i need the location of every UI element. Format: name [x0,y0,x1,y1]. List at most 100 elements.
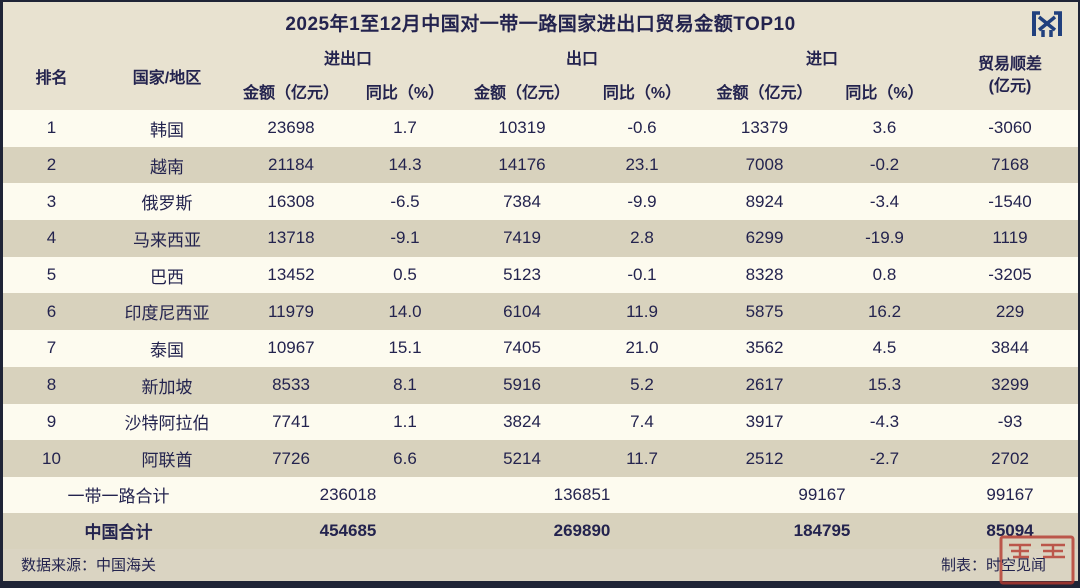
summary-import-amount: 184795 [793,520,851,540]
country-cell: 马来西亚 [133,230,201,250]
country-cell: 印度尼西亚 [124,304,210,324]
rank-cell: 4 [46,228,57,248]
table-row: 8 新加坡 8533 8.1 5916 5.2 2617 15.3 3299 [3,366,1078,404]
surplus-cell: -1540 [988,191,1032,211]
total-yoy-cell: 0.5 [393,265,417,285]
surplus-cell: -3060 [988,118,1032,138]
export-yoy-cell: 5.2 [630,375,654,395]
total-yoy-cell: 15.1 [388,338,422,358]
table-row: 6 印度尼西亚 11979 14.0 6104 11.9 5875 16.2 229 [3,293,1078,331]
summary-rows: 一带一路合计 236018 136851 99167 99167 中国合计 454685 26… [3,476,1078,549]
total-yoy-cell: 1.7 [393,118,417,138]
table-body: 1 韩国 23698 1.7 10319 -0.6 13379 3.6 -3060 2 越南 2118… [3,110,1078,477]
import-amount-cell: 13379 [740,118,789,138]
export-yoy-cell: 7.4 [630,411,654,431]
col-header-rank: 排名 [35,70,68,87]
import-yoy-cell: 0.8 [872,265,897,285]
import-amount-cell: 2512 [745,448,784,468]
export-amount-cell: 10319 [498,118,546,138]
table-row: 10 阿联酋 7726 6.6 5214 11.7 2512 -2.7 2702 [3,440,1078,477]
table-row: 1 韩国 23698 1.7 10319 -0.6 13379 3.6 -3060 [3,110,1078,147]
total-amount-cell: 21184 [267,155,314,175]
import-amount-cell: 3562 [745,338,784,358]
import-yoy-cell: 15.3 [867,375,902,395]
import-yoy-cell: -0.2 [869,155,900,175]
summary-import-amount: 99167 [798,484,846,504]
export-amount-cell: 7419 [503,228,541,248]
total-yoy-cell: 14.0 [388,301,422,321]
group-header-total: 进出口 [323,51,372,68]
rank-cell: 1 [46,118,57,138]
total-yoy-cell: 8.1 [393,375,417,395]
export-amount-cell: 5214 [503,448,541,468]
page-title: 2025年1至12月中国对一带一路国家进出口贸易金额TOP10 [285,13,796,35]
bottom-accent-bar [0,581,1080,588]
total-amount-cell: 7741 [272,411,310,431]
summary-surplus: 85094 [986,520,1034,540]
total-yoy-cell: 6.6 [393,448,417,468]
data-source-label: 数据来源：中国海关 [21,557,157,575]
total-amount-cell: 16308 [267,191,315,211]
col-header-surplus: 贸易顺差 (亿元) [977,56,1042,95]
rank-cell: 6 [46,301,57,321]
summary-total-amount: 454685 [319,520,377,540]
summary-total-amount: 236018 [319,484,377,504]
import-yoy-cell: -2.7 [869,448,900,468]
export-yoy-cell: -0.6 [627,118,657,138]
total-amount-cell: 7726 [272,448,310,468]
import-amount-cell: 6299 [745,228,784,248]
total-amount-cell: 23698 [267,118,315,138]
rank-cell: 10 [42,448,61,468]
country-cell: 越南 [150,157,184,177]
group-header-export: 出口 [565,51,598,68]
rank-cell: 8 [46,375,57,395]
group-header-import: 进口 [805,51,838,68]
table-row: 9 沙特阿拉伯 7741 1.1 3824 7.4 3917 -4.3 -93 [3,403,1078,441]
sub-header-total-amount: 金额（亿元） [242,85,339,102]
table-row: 5 巴西 13452 0.5 5123 -0.1 8328 0.8 -3205 [3,256,1078,294]
rank-cell: 9 [46,411,57,431]
country-cell: 巴西 [150,267,184,287]
total-amount-cell: 13718 [267,228,315,248]
sub-header-import-yoy: 同比（%） [845,85,924,102]
import-amount-cell: 5875 [745,301,784,321]
export-yoy-cell: -9.9 [627,191,657,211]
surplus-cell: 7168 [991,155,1029,175]
import-amount-cell: 8924 [745,191,784,211]
summary-label: 中国合计 [84,523,153,543]
credit-label: 制表：时空见闻 [940,557,1046,575]
summary-row: 一带一路合计 236018 136851 99167 99167 [3,476,1078,513]
sub-header-import-amount: 金额（亿元） [716,85,813,102]
export-yoy-cell: 2.8 [630,228,654,248]
summary-export-amount: 269890 [553,520,611,540]
export-yoy-cell: 11.9 [626,301,658,321]
import-amount-cell: 8328 [745,265,784,285]
col-header-country: 国家/地区 [132,70,202,87]
export-amount-cell: 7384 [503,191,541,211]
import-yoy-cell: -19.9 [865,228,904,248]
import-amount-cell: 7008 [745,155,784,175]
summary-label: 一带一路合计 [67,487,170,507]
sub-header-export-amount: 金额（亿元） [473,85,570,102]
total-amount-cell: 10967 [267,338,315,358]
surplus-cell: 1119 [992,228,1028,248]
table-row: 2 越南 21184 14.3 14176 23.1 7008 -0.2 7168 [3,146,1078,184]
surplus-cell: 3299 [991,375,1029,395]
surplus-cell: 2702 [991,448,1029,468]
total-yoy-cell: -9.1 [390,228,420,248]
export-amount-cell: 5916 [503,375,541,395]
brand-logo-icon [1032,11,1062,37]
import-yoy-cell: -3.4 [869,191,900,211]
total-yoy-cell: -6.5 [390,191,420,211]
country-cell: 阿联酋 [141,451,193,471]
country-cell: 新加坡 [141,377,193,397]
country-cell: 沙特阿拉伯 [124,414,210,434]
table-row: 4 马来西亚 13718 -9.1 7419 2.8 6299 -19.9 1119 [3,220,1078,257]
summary-row: 中国合计 454685 269890 184795 85094 [3,512,1078,549]
surplus-cell: -3205 [988,265,1032,285]
export-yoy-cell: 11.7 [626,448,658,468]
import-yoy-cell: 3.6 [872,118,897,138]
import-amount-cell: 3917 [745,411,784,431]
surplus-cell: 3844 [991,338,1029,358]
